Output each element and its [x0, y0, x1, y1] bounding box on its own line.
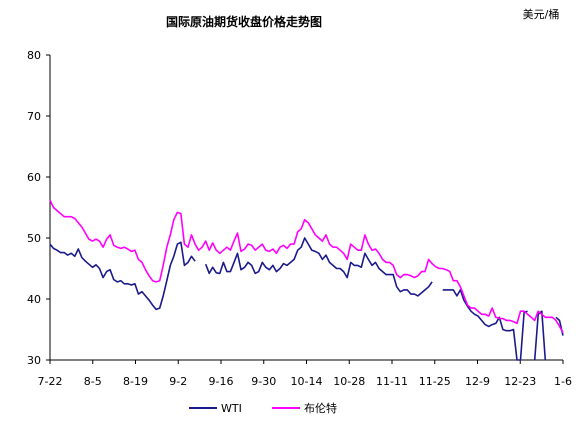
x-tick-label: 11-25 [419, 375, 451, 388]
x-tick-label: 7-22 [38, 375, 63, 388]
legend-label-wti: WTI [221, 402, 242, 415]
series-line-brent [49, 199, 564, 333]
x-axis: 7-22 8-5 8-19 9-2 9-16 9-30 10-14 10-28 11-11 11-… [38, 359, 572, 388]
x-tick-label: 12-9 [465, 375, 490, 388]
y-tick-label: 80 [27, 49, 41, 62]
legend-label-brent: 布伦特 [304, 401, 337, 415]
chart-title: 国际原油期货收盘价格走势图 [166, 14, 322, 29]
x-tick-label: 9-2 [169, 375, 187, 388]
legend: WTI 布伦特 [189, 401, 337, 415]
x-tick-label: 9-16 [209, 375, 234, 388]
y-axis: 30 40 50 60 70 80 [27, 49, 51, 367]
y-tick-label: 30 [27, 354, 41, 367]
x-tick-label: 1-6 [554, 375, 572, 388]
x-tick-label: 9-30 [251, 375, 276, 388]
y-tick-label: 60 [27, 171, 41, 184]
unit-label: 美元/桶 [523, 7, 560, 21]
x-tick-label: 10-14 [291, 375, 323, 388]
y-tick-label: 40 [27, 293, 41, 306]
x-tick-label: 10-28 [333, 375, 365, 388]
x-tick-label: 11-11 [376, 375, 408, 388]
y-tick-label: 70 [27, 110, 41, 123]
x-tick-label: 12-23 [504, 375, 536, 388]
x-tick-label: 8-19 [123, 375, 148, 388]
series-line-wti [49, 237, 564, 361]
x-tick-label: 8-5 [84, 375, 102, 388]
series-layer [49, 199, 564, 361]
y-tick-label: 50 [27, 232, 41, 245]
